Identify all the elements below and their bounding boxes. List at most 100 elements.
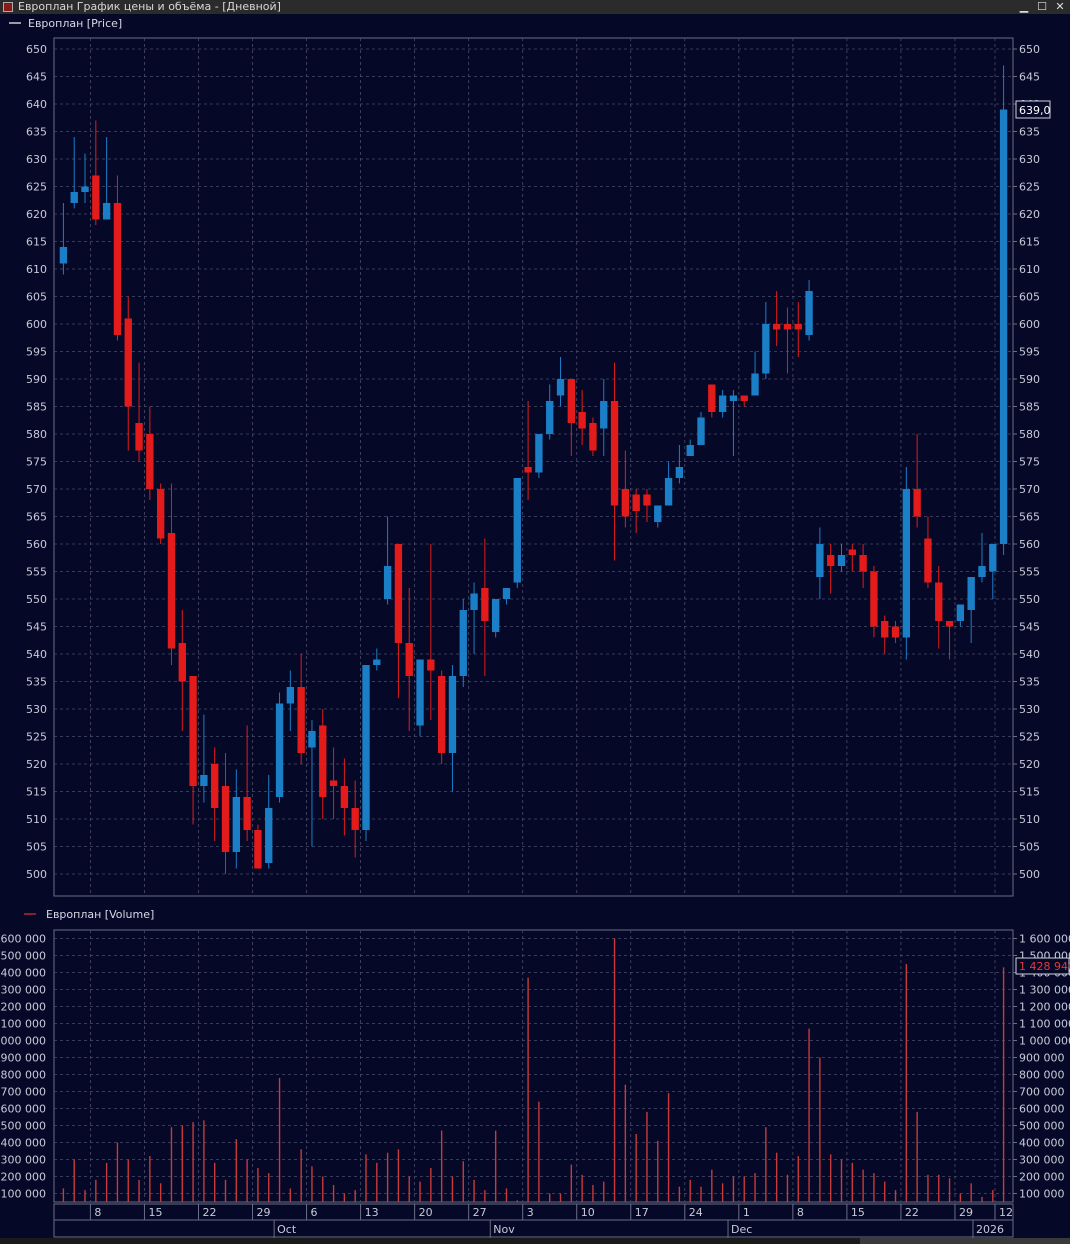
candle-body [654, 505, 662, 522]
price-tick-label-right: 565 [1019, 511, 1040, 524]
volume-last-value-label: 1 428 940 [1019, 960, 1070, 973]
price-tick-label-right: 570 [1019, 483, 1040, 496]
price-panel-frame [53, 37, 1014, 897]
x-day-label: 29 [959, 1206, 973, 1219]
x-day-label: 6 [311, 1206, 318, 1219]
candle-body [437, 676, 446, 753]
price-tick-label-right: 635 [1019, 126, 1040, 139]
volume-axis-left: 100 000 200 000 300 000 400 000 500 000 600 0… [0, 933, 46, 1201]
candle-body [319, 725, 327, 797]
candle-body [935, 582, 943, 621]
price-tick-label-left: 625 [26, 181, 47, 194]
chart-background [0, 14, 1070, 1238]
price-tick-label-left: 520 [26, 758, 47, 771]
price-tick-label-left: 580 [26, 428, 47, 441]
maximize-button[interactable]: ☐ [1037, 0, 1047, 13]
candle-body [751, 373, 759, 396]
price-tick-label-left: 650 [26, 43, 47, 56]
candle-body [556, 379, 565, 396]
candle-body [837, 555, 846, 566]
price-tick-label-right: 500 [1019, 868, 1040, 881]
candle-body [891, 626, 900, 638]
candle-body [92, 175, 100, 220]
candle-body [448, 676, 457, 753]
price-tick-label-right: 545 [1019, 621, 1040, 634]
candle-body [232, 797, 240, 852]
candle-body [902, 489, 911, 638]
x-day-label: 13 [365, 1206, 379, 1219]
minimize-button[interactable]: ▁ [1019, 0, 1029, 13]
volume-grid [53, 929, 1014, 1203]
volume-tick-label-left: 900 000 [1, 1052, 47, 1065]
candle-body [167, 533, 176, 649]
candle-body [124, 318, 132, 407]
price-tick-label-right: 620 [1019, 208, 1040, 221]
volume-tick-label-left: 200 000 [1, 1171, 47, 1184]
price-tick-label-left: 600 [26, 318, 47, 331]
price-tick-label-right: 605 [1019, 291, 1040, 304]
candle-body [383, 566, 392, 599]
price-tick-label-left: 505 [26, 841, 47, 854]
price-tick-label-left: 615 [26, 236, 47, 249]
candle-body [913, 489, 921, 517]
candle-body [859, 555, 867, 572]
price-tick-label-left: 620 [26, 208, 47, 221]
candle-body [794, 324, 802, 330]
volume-tick-label-left: 700 000 [1, 1086, 47, 1099]
candle-body [600, 401, 608, 429]
price-tick-label-right: 550 [1019, 593, 1040, 606]
price-axis-right: 500 505 510 515 520 525 530 535 540 545 550 555 560 5… [1013, 43, 1040, 881]
candle-body [243, 797, 251, 830]
volume-axis-right: 100 000 200 000 300 000 400 000 500 000 600 0… [1013, 933, 1070, 1201]
candle-body [740, 395, 748, 401]
volume-tick-label-right: 200 000 [1019, 1171, 1065, 1184]
volume-tick-label-left: 1 400 000 [0, 967, 46, 980]
price-tick-label-right: 515 [1019, 786, 1040, 799]
candle-body [189, 676, 197, 786]
volume-tick-label-left: 1 600 000 [0, 933, 46, 946]
candle-body [275, 703, 284, 797]
candle-body [394, 544, 403, 643]
x-day-label: 15 [851, 1206, 865, 1219]
x-day-label: 27 [473, 1206, 487, 1219]
volume-tick-label-left: 1 300 000 [0, 984, 46, 997]
volume-tick-label-left: 800 000 [1, 1069, 47, 1082]
price-tick-label-right: 580 [1019, 428, 1040, 441]
candle-body [578, 412, 586, 429]
price-tick-label-right: 510 [1019, 813, 1040, 826]
candle-body [265, 808, 273, 863]
candle-body [772, 324, 781, 330]
candle-body [200, 775, 208, 786]
price-legend-label: Европлан [Price] [28, 17, 122, 30]
volume-tick-label-right: 500 000 [1019, 1120, 1065, 1133]
candle-body [405, 643, 413, 676]
candle-body [805, 291, 813, 335]
candle-body [643, 494, 651, 506]
candle-body [729, 395, 738, 401]
volume-panel-frame [53, 929, 1014, 1203]
volume-tick-label-right: 100 000 [1019, 1188, 1065, 1201]
candle-body [945, 621, 954, 627]
price-tick-label-right: 590 [1019, 373, 1040, 386]
candle-body [59, 247, 68, 264]
price-tick-label-left: 590 [26, 373, 47, 386]
x-day-label: 1 [743, 1206, 750, 1219]
price-tick-label-right: 530 [1019, 703, 1040, 716]
candle-body [632, 494, 640, 511]
close-button[interactable]: ✕ [1055, 0, 1065, 13]
x-day-label: 22 [905, 1206, 919, 1219]
candle-body [502, 588, 511, 599]
horizontal-scrollbar[interactable] [0, 1238, 1070, 1244]
candle-body [567, 379, 575, 423]
candle-body [470, 593, 478, 610]
price-tick-label-left: 555 [26, 566, 47, 579]
candle-body [416, 659, 424, 726]
candle-body [459, 610, 467, 676]
candle-body [989, 544, 997, 572]
volume-tick-label-left: 1 200 000 [0, 1001, 46, 1014]
x-month-label: Nov [493, 1223, 515, 1236]
candle-body [146, 434, 154, 489]
price-volume-chart[interactable]: 500 505 510 515 520 525 530 535 540 545 550 555 560 5… [0, 14, 1070, 1238]
price-tick-label-right: 575 [1019, 456, 1040, 469]
scrollbar-thumb[interactable] [860, 1238, 1070, 1244]
